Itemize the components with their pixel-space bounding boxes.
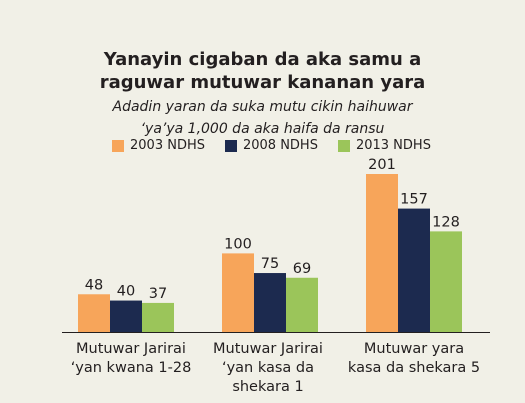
category-label-2-line-3: shekara 1 xyxy=(232,379,304,395)
bar-value-label-cat1-series1: 48 xyxy=(85,277,103,293)
chart-title: Yanayin cigaban da aka samu a raguwar mu… xyxy=(0,48,525,94)
category-label-2-line-2: ‘yan kasa da xyxy=(221,360,315,376)
legend-swatch-2003 xyxy=(112,140,124,152)
category-label-3-line-2: kasa da shekara 5 xyxy=(347,360,481,376)
chart-subtitle-line-2: ‘ya’ya 1,000 da aka haifa da ransu xyxy=(140,121,385,137)
chart-title-line-1: Yanayin cigaban da aka samu a xyxy=(103,49,422,70)
legend-swatch-2013 xyxy=(337,140,350,152)
bar-value-label-cat3-series3: 128 xyxy=(432,214,460,230)
bar-value-label-cat1-series2: 40 xyxy=(117,284,135,300)
chart-title-line-2: raguwar mutuwar kananan yara xyxy=(99,72,426,93)
category-label-1: Mutuwar Jarirai ‘yan kwana 1-28 xyxy=(56,340,206,378)
bar-cat2-series3 xyxy=(286,277,318,332)
bar-value-label-cat1-series3: 37 xyxy=(149,286,167,302)
category-label-1-line-2: ‘yan kwana 1-28 xyxy=(70,360,192,376)
bar-cat1-series3 xyxy=(142,302,174,332)
category-label-1-line-1: Mutuwar Jarirai xyxy=(76,341,186,357)
bar-cat3-series1 xyxy=(366,174,398,332)
bar-cat3-series3 xyxy=(430,231,462,332)
legend-item-2008: 2008 NDHS xyxy=(224,138,318,154)
legend-label-2013: 2013 NDHS xyxy=(355,138,431,153)
chart-legend: 2003 NDHS 2008 NDHS 2013 NDHS xyxy=(112,138,431,154)
legend-item-2003: 2003 NDHS xyxy=(112,138,205,154)
category-label-3-line-1: Mutuwar yara xyxy=(363,341,465,357)
bar-cat3-series2 xyxy=(398,208,430,332)
legend-label-2008: 2008 NDHS xyxy=(242,138,318,153)
bar-cat2-series2 xyxy=(254,273,286,332)
category-label-2-line-1: Mutuwar Jarirai xyxy=(213,341,323,357)
bar-value-label-cat2-series2: 75 xyxy=(261,256,279,272)
bar-value-label-cat3-series1: 201 xyxy=(368,157,396,173)
bar-cat2-series1 xyxy=(222,253,254,332)
bar-cat1-series2 xyxy=(110,300,142,332)
bar-value-label-cat2-series3: 69 xyxy=(293,261,311,277)
legend-item-2013: 2013 NDHS xyxy=(337,138,431,154)
bar-value-label-cat3-series2: 157 xyxy=(400,192,428,208)
chart-subtitle: Adadin yaran da suka mutu cikin haihuwar… xyxy=(0,96,525,140)
bar-value-label-cat2-series1: 100 xyxy=(224,236,252,252)
legend-swatch-2008 xyxy=(224,140,237,152)
legend-label-2003: 2003 NDHS xyxy=(130,138,205,153)
bar-cat1-series1 xyxy=(78,294,110,332)
category-label-2: Mutuwar Jarirai ‘yan kasa da shekara 1 xyxy=(193,340,343,397)
chart-subtitle-line-1: Adadin yaran da suka mutu cikin haihuwar xyxy=(112,99,413,115)
category-label-3: Mutuwar yara kasa da shekara 5 xyxy=(339,340,489,378)
